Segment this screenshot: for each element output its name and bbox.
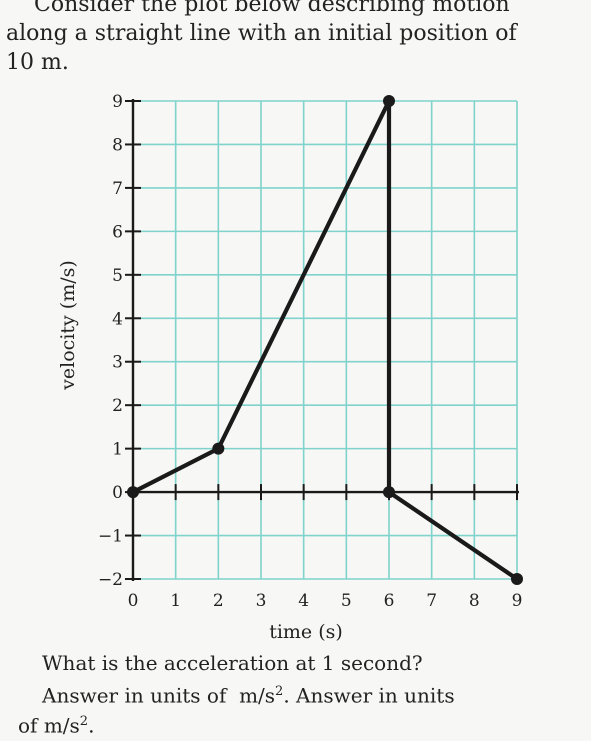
data-point-4 xyxy=(511,573,523,585)
answer-exponent-1: 2 xyxy=(275,684,284,699)
answer-text-3: of xyxy=(18,713,38,738)
question-text: What is the acceleration at 1 second? xyxy=(42,651,423,675)
y-tick-label-5: 5 xyxy=(112,266,123,286)
y-tick-label--1: −1 xyxy=(98,527,123,547)
tick-labels: −2 −1 0 1 2 3 4 5 6 7 8 9 0 1 2 3 4 5 6 7 8 9 xyxy=(98,92,522,611)
series-line-0 xyxy=(130,98,520,582)
axes xyxy=(131,99,519,581)
x-tick-label-7: 7 xyxy=(426,591,437,611)
x-tick-label-2: 2 xyxy=(213,591,224,611)
y-tick-label-4: 4 xyxy=(112,309,123,329)
answer-exponent-2: 2 xyxy=(79,713,89,729)
x-tick-label-9: 9 xyxy=(512,591,523,611)
x-tick-label-8: 8 xyxy=(469,591,480,611)
velocity-time-chart: −2 −1 0 1 2 3 4 5 6 7 8 9 0 1 2 3 4 5 6 7 8 9 time (s) veloci… xyxy=(0,78,591,650)
tick-marks xyxy=(125,100,518,580)
data-point-2 xyxy=(383,95,395,107)
x-tick-label-3: 3 xyxy=(256,591,267,611)
y-tick-label-7: 7 xyxy=(112,179,123,199)
x-tick-label-6: 6 xyxy=(384,591,395,611)
y-tick-label-6: 6 xyxy=(112,222,123,242)
answer-text-end: . xyxy=(88,713,95,738)
y-tick-label-8: 8 xyxy=(112,135,123,155)
y-tick-label-9: 9 xyxy=(112,92,123,112)
intro-line-2: along a straight line with an initial po… xyxy=(6,21,517,46)
y-tick-label--2: −2 xyxy=(98,570,123,590)
y-tick-label-3: 3 xyxy=(112,353,123,373)
chart-svg: −2 −1 0 1 2 3 4 5 6 7 8 9 0 1 2 3 4 5 6 7 8 9 time (s) veloci… xyxy=(57,92,523,643)
y-tick-label-2: 2 xyxy=(112,396,123,416)
answer-instructions: Answer in units of m/s2. Answer in units… xyxy=(18,679,558,738)
x-tick-label-1: 1 xyxy=(170,591,181,611)
answer-unit-1: m/s xyxy=(239,683,276,708)
data-point-3 xyxy=(383,486,395,499)
y-axis-label: velocity (m/s) xyxy=(57,260,79,391)
series xyxy=(127,95,523,585)
data-point-1 xyxy=(212,442,225,455)
answer-text-2: . Answer in units xyxy=(283,683,455,708)
data-point-0 xyxy=(127,486,139,499)
x-axis-label: time (s) xyxy=(269,621,343,643)
intro-line-1: Consider the plot below describing motio… xyxy=(34,0,510,17)
x-tick-label-0: 0 xyxy=(128,591,139,611)
intro-line-3: 10 m. xyxy=(6,50,69,75)
answer-unit-2: m/s xyxy=(43,713,80,738)
x-tick-label-5: 5 xyxy=(341,591,352,611)
y-tick-label-1: 1 xyxy=(112,440,123,460)
grid xyxy=(133,100,518,580)
answer-text-1: Answer in units of xyxy=(42,683,227,708)
x-tick-label-4: 4 xyxy=(298,591,309,611)
y-tick-label-0: 0 xyxy=(112,483,123,503)
problem-intro: Consider the plot below describing motio… xyxy=(6,0,546,77)
